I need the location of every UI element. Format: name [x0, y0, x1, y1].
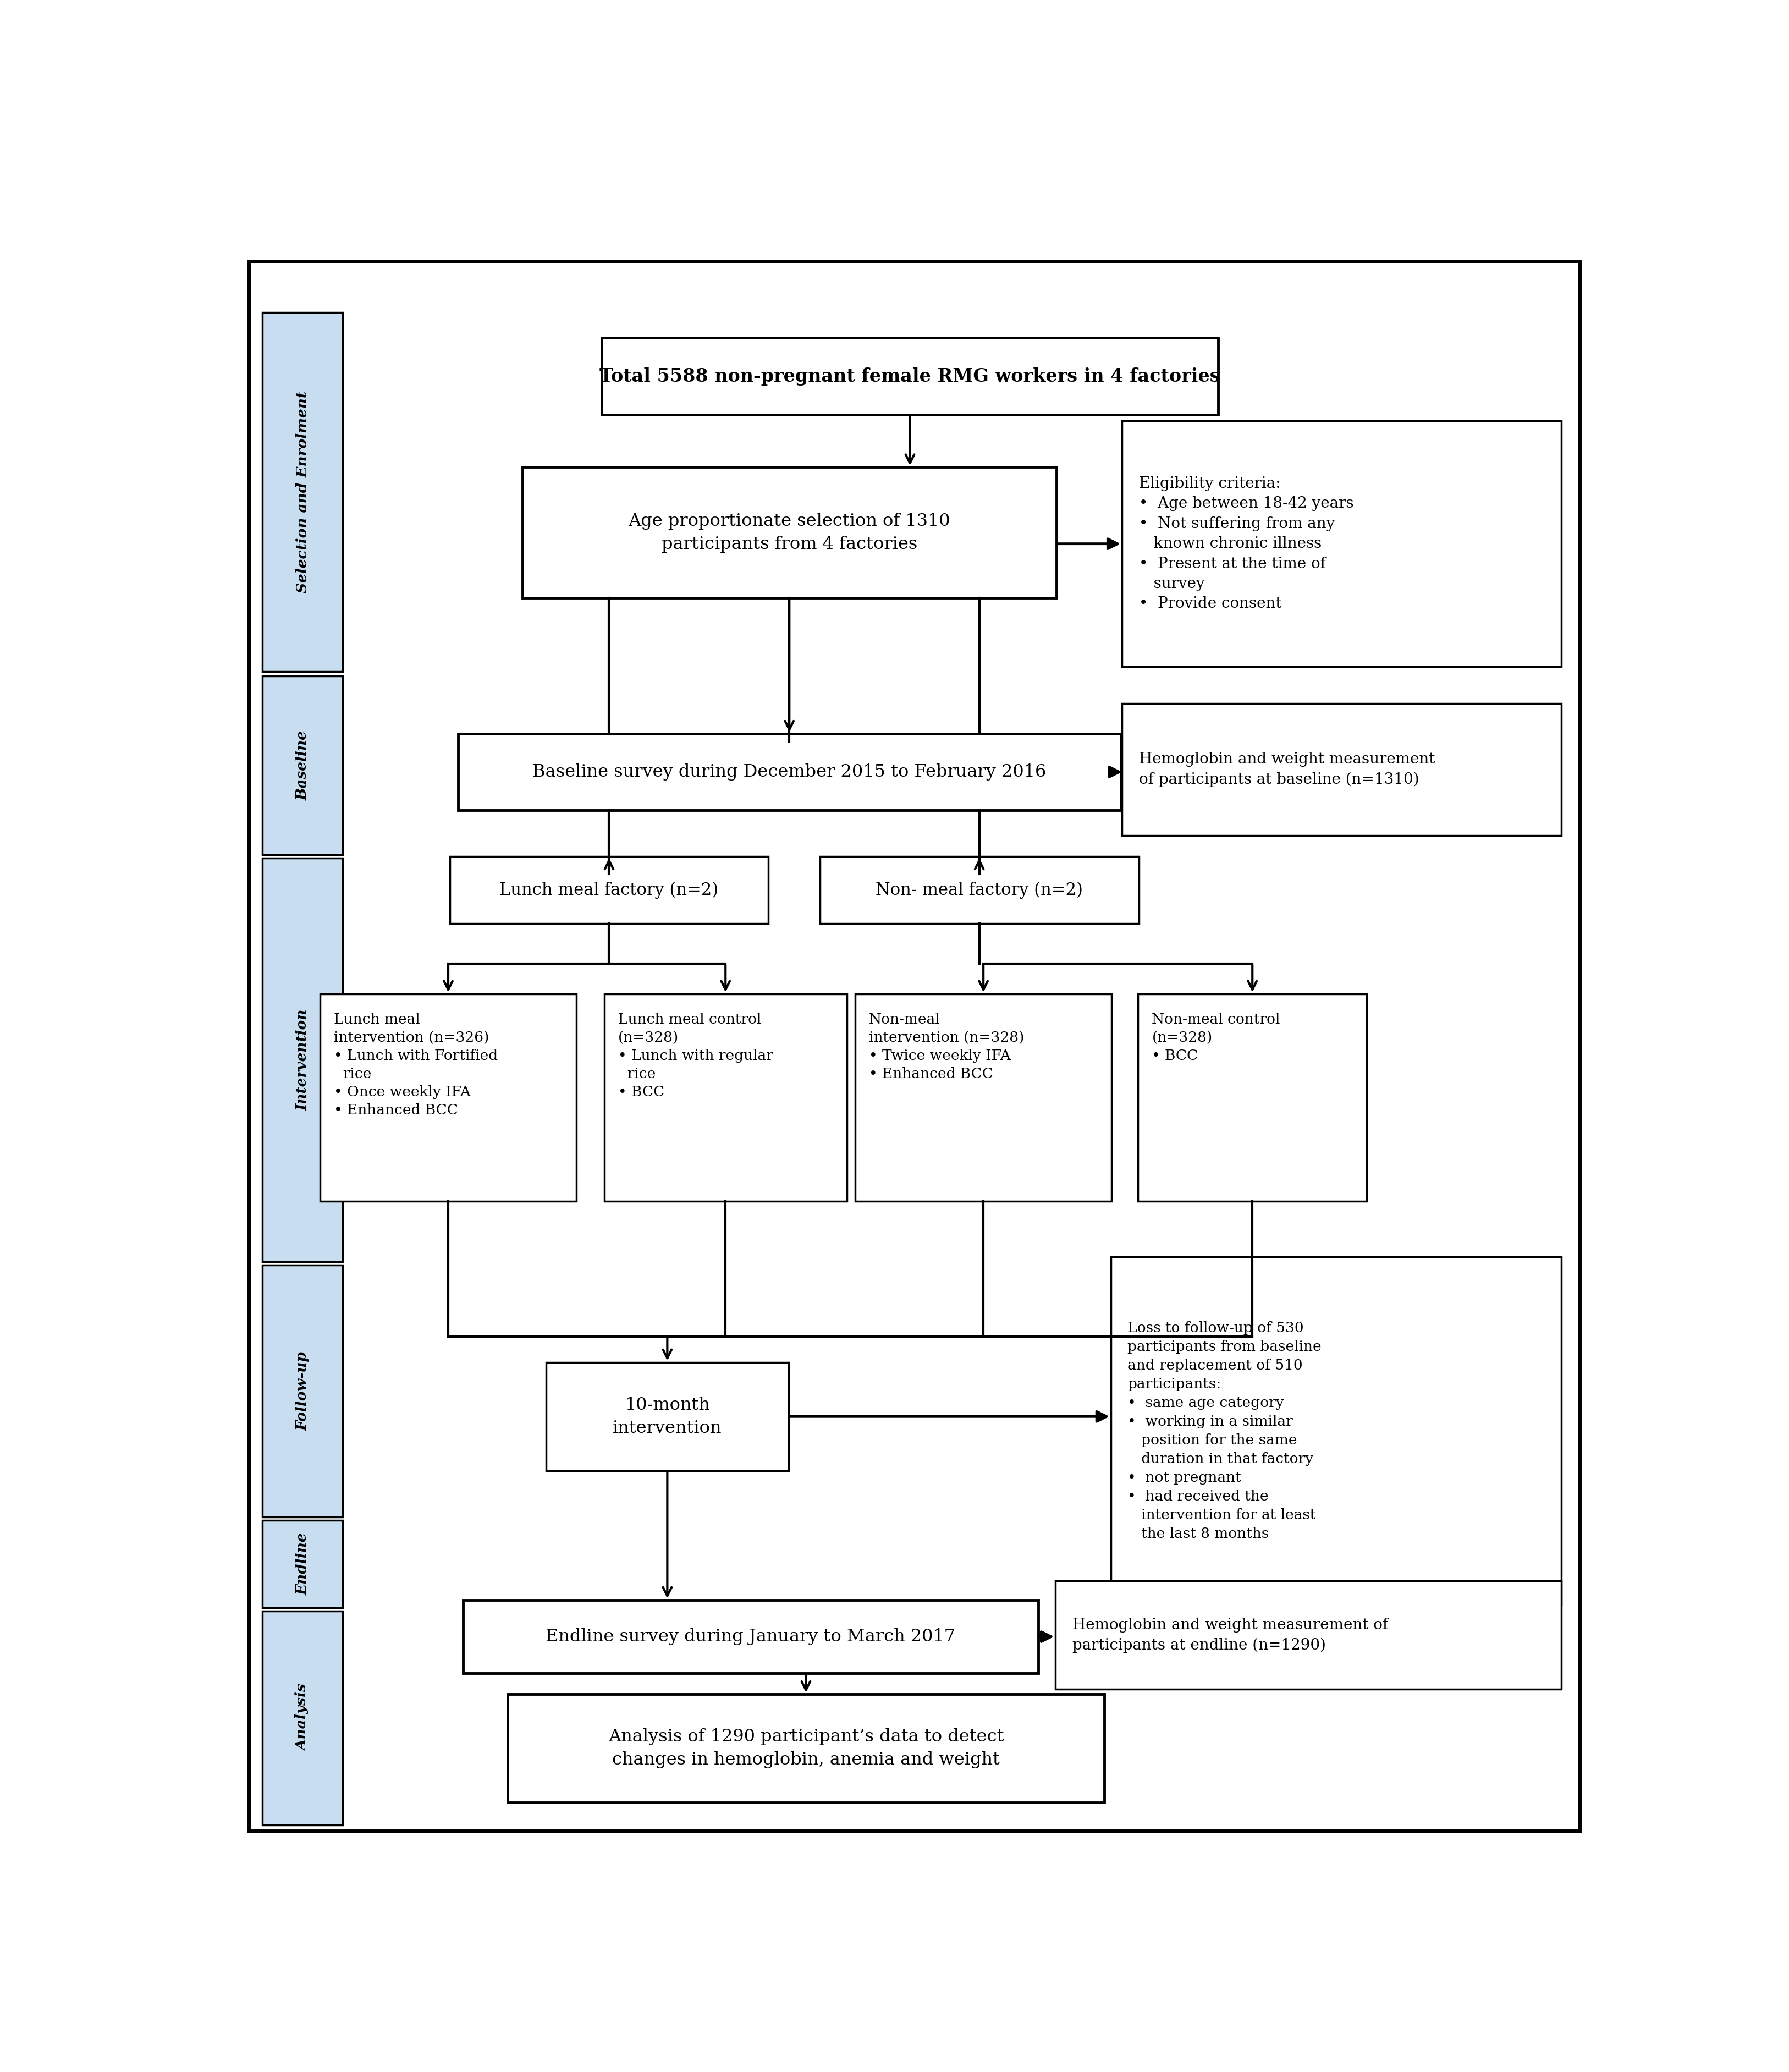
- Bar: [458, 733, 1120, 810]
- Bar: [449, 856, 769, 924]
- Text: Baseline survey during December 2015 to February 2016: Baseline survey during December 2015 to …: [533, 762, 1047, 781]
- Text: Analysis: Analysis: [295, 1685, 309, 1751]
- Text: Lunch meal
intervention (n=326)
• Lunch with Fortified
  rice
• Once weekly IFA
: Lunch meal intervention (n=326) • Lunch …: [335, 1013, 497, 1117]
- Text: Age proportionate selection of 1310
participants from 4 factories: Age proportionate selection of 1310 part…: [628, 512, 950, 553]
- Bar: [601, 338, 1218, 414]
- Text: Follow-up: Follow-up: [295, 1351, 309, 1430]
- Text: Hemoglobin and weight measurement
of participants at baseline (n=1310): Hemoglobin and weight measurement of par…: [1140, 752, 1435, 787]
- Text: Non-meal
intervention (n=328)
• Twice weekly IFA
• Enhanced BCC: Non-meal intervention (n=328) • Twice we…: [869, 1013, 1025, 1082]
- Bar: [1056, 1581, 1562, 1689]
- Bar: [263, 1264, 343, 1517]
- Bar: [1111, 1258, 1562, 1604]
- Bar: [263, 675, 343, 856]
- Text: Analysis of 1290 participant’s data to detect
changes in hemoglobin, anemia and : Analysis of 1290 participant’s data to d…: [608, 1728, 1004, 1767]
- Bar: [819, 856, 1140, 924]
- Text: Non- meal factory (n=2): Non- meal factory (n=2): [875, 881, 1082, 899]
- Text: Endline: Endline: [295, 1533, 309, 1595]
- Text: 10-month
intervention: 10-month intervention: [612, 1397, 723, 1436]
- Bar: [1138, 995, 1367, 1202]
- Bar: [546, 1361, 789, 1471]
- Bar: [1122, 702, 1562, 835]
- Bar: [605, 995, 846, 1202]
- Text: Selection and Enrolment: Selection and Enrolment: [295, 392, 309, 593]
- Bar: [1122, 421, 1562, 667]
- Text: Endline survey during January to March 2017: Endline survey during January to March 2…: [546, 1629, 955, 1645]
- Bar: [508, 1695, 1104, 1803]
- Text: Total 5588 non-pregnant female RMG workers in 4 factories: Total 5588 non-pregnant female RMG worke…: [599, 367, 1220, 385]
- Bar: [263, 313, 343, 671]
- Bar: [263, 858, 343, 1262]
- Text: Loss to follow-up of 530
participants from baseline
and replacement of 510
parti: Loss to follow-up of 530 participants fr…: [1127, 1322, 1322, 1542]
- Text: Eligibility criteria:
•  Age between 18-42 years
•  Not suffering from any
   kn: Eligibility criteria: • Age between 18-4…: [1140, 477, 1354, 611]
- Text: Lunch meal factory (n=2): Lunch meal factory (n=2): [499, 881, 719, 899]
- Text: Baseline: Baseline: [295, 731, 309, 800]
- Text: Non-meal control
(n=328)
• BCC: Non-meal control (n=328) • BCC: [1152, 1013, 1281, 1063]
- Text: Intervention: Intervention: [295, 1009, 309, 1111]
- Bar: [263, 1612, 343, 1825]
- Bar: [522, 466, 1056, 599]
- Text: Lunch meal control
(n=328)
• Lunch with regular
  rice
• BCC: Lunch meal control (n=328) • Lunch with …: [617, 1013, 773, 1100]
- Bar: [320, 995, 576, 1202]
- Bar: [263, 1521, 343, 1608]
- Bar: [855, 995, 1111, 1202]
- Bar: [463, 1600, 1038, 1674]
- Text: Hemoglobin and weight measurement of
participants at endline (n=1290): Hemoglobin and weight measurement of par…: [1072, 1618, 1388, 1653]
